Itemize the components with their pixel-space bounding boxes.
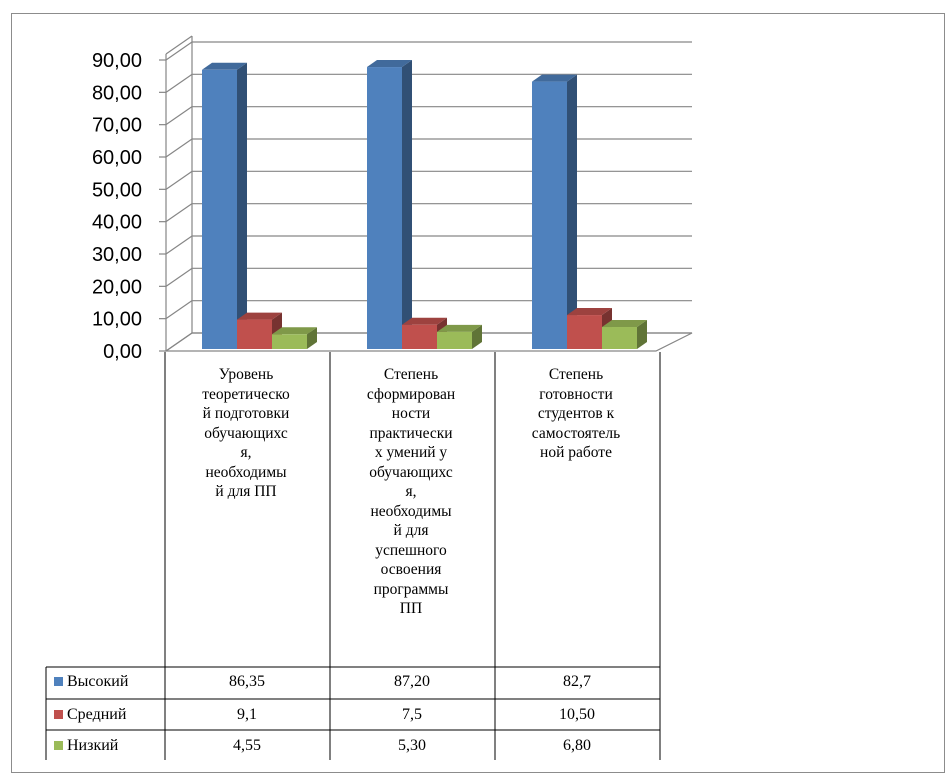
gridline-side: [165, 267, 193, 287]
legend-entry-medium: Средний: [46, 700, 164, 729]
legend-label: Высокий: [67, 673, 129, 690]
legend-swatch: [54, 741, 63, 750]
gridline-side: [165, 73, 193, 93]
bar-low: [437, 324, 482, 349]
table-cell: 6,80: [563, 737, 591, 754]
gridline-side: [165, 106, 193, 126]
bar-high: [532, 74, 577, 349]
bar-high: [202, 62, 247, 349]
table-cell: 87,20: [394, 673, 430, 690]
gridline-side: [165, 138, 193, 158]
category-label: Степень сформирован ности практически х …: [366, 366, 456, 617]
legend-swatch: [54, 677, 63, 686]
bar-low: [272, 327, 317, 349]
y-tick-label: 80,00: [92, 82, 142, 104]
gridline-side: [165, 41, 193, 61]
gridline-side: [165, 170, 193, 190]
y-tick-label: 20,00: [92, 276, 142, 298]
gridline-side: [165, 235, 193, 255]
legend-label: Низкий: [67, 737, 119, 754]
category-label: Степень готовности студентов к самостоят…: [531, 366, 621, 461]
chart-frame: [11, 13, 945, 773]
y-tick-label: 90,00: [92, 50, 142, 72]
table-cell: 86,35: [229, 673, 265, 690]
table-cell: 10,50: [559, 706, 595, 723]
y-tick-label: 10,00: [92, 309, 142, 331]
chart-floor: [164, 332, 693, 352]
table-cell: 82,7: [563, 673, 591, 690]
y-tick-label: 40,00: [92, 212, 142, 234]
y-axis-top: [165, 35, 193, 55]
y-tick-label: 50,00: [92, 179, 142, 201]
legend-label: Средний: [67, 706, 127, 723]
category-label: Уровень теоретическо й подготовки обучаю…: [202, 366, 290, 500]
y-tick-label: 70,00: [92, 115, 142, 137]
y-tick-label: 0,00: [103, 341, 142, 363]
table-cell: 7,5: [402, 706, 422, 723]
gridline-side: [165, 203, 193, 223]
y-tick-label: 60,00: [92, 147, 142, 169]
bar-high: [367, 60, 412, 349]
table-cell: 4,55: [233, 737, 261, 754]
bar-medium: [237, 312, 282, 349]
gridline-side: [165, 300, 193, 320]
legend-entry-low: Низкий: [46, 731, 164, 760]
table-cell: 9,1: [237, 706, 257, 723]
legend-swatch: [54, 710, 63, 719]
y-tick-label: 30,00: [92, 244, 142, 266]
table-cell: 5,30: [398, 737, 426, 754]
legend-entry-high: Высокий: [46, 667, 164, 696]
bar-low: [602, 320, 647, 349]
